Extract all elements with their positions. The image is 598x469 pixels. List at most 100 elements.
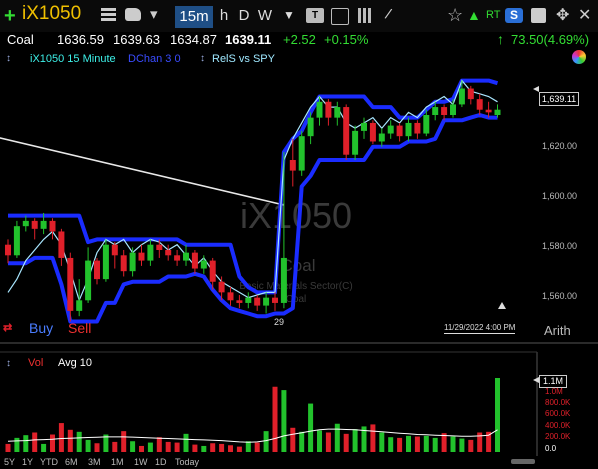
candle-body xyxy=(111,244,118,256)
candle-body xyxy=(485,109,492,113)
volume-bar xyxy=(41,443,47,452)
volume-bar xyxy=(174,442,180,452)
candle-body xyxy=(85,260,92,301)
indicator-icon[interactable] xyxy=(331,8,349,25)
candle-body xyxy=(147,244,154,261)
interval-hourly[interactable]: h xyxy=(219,7,229,24)
price-change-pct: +0.15% xyxy=(324,32,369,47)
study-symbol-interval[interactable]: iX1050 15 Minute xyxy=(30,53,116,65)
volume-bar xyxy=(406,435,411,452)
palette-icon[interactable] xyxy=(572,50,586,64)
timeframe-5y[interactable]: 5Y xyxy=(4,457,16,467)
volume-tick-5: 200.0K xyxy=(545,432,571,441)
candle-body xyxy=(31,220,38,229)
timeframe-1w[interactable]: 1W xyxy=(134,457,148,467)
interval-daily[interactable]: D xyxy=(238,7,250,24)
volume-avg-label[interactable]: Avg 10 xyxy=(58,357,93,369)
volume-bar xyxy=(32,432,38,452)
volume-bar xyxy=(210,443,216,452)
volume-bar xyxy=(432,437,438,452)
study-dchan[interactable]: DChan 3 0 xyxy=(128,53,181,65)
date-label: 29 xyxy=(274,317,285,327)
watermark-group: Coal xyxy=(286,294,307,305)
add-icon[interactable]: + xyxy=(4,5,16,27)
volume-bar xyxy=(76,431,82,452)
move-icon[interactable]: ✥ xyxy=(556,7,570,24)
study-rels[interactable]: RelS vs SPY xyxy=(212,53,275,65)
candle-body xyxy=(94,260,100,280)
timeframe-ytd[interactable]: YTD xyxy=(40,457,58,467)
volume-tick-6: 0.0 xyxy=(545,444,557,453)
volume-bar xyxy=(219,443,225,452)
candle-body xyxy=(102,244,109,280)
text-tool-icon[interactable]: T xyxy=(306,8,324,23)
interval-selector[interactable]: 15m xyxy=(175,6,213,28)
volume-bar xyxy=(388,437,394,452)
interval-dropdown-icon[interactable]: ▼ xyxy=(283,8,295,22)
scroll-up-icon[interactable] xyxy=(498,302,506,309)
sell-button[interactable]: Sell xyxy=(68,320,92,336)
timeframe-today[interactable]: Today xyxy=(175,457,200,467)
channel-lower-line xyxy=(8,113,498,324)
volume-bar xyxy=(254,442,260,452)
study-arrows-icon-2[interactable]: ↕ xyxy=(200,53,205,64)
close-icon[interactable]: ✕ xyxy=(578,7,592,24)
timeframe-1m[interactable]: 1M xyxy=(111,457,124,467)
scroll-right-icon[interactable] xyxy=(511,459,535,464)
timeframe-1y[interactable]: 1Y xyxy=(22,457,34,467)
timeframe-1d[interactable]: 1D xyxy=(155,457,167,467)
volume-bar xyxy=(441,433,447,452)
volume-label[interactable]: Vol xyxy=(28,357,44,369)
scale-toggle[interactable]: Arith xyxy=(544,323,571,338)
chevron-down-icon[interactable]: ▾ xyxy=(150,6,158,23)
open-price: 1636.59 xyxy=(57,32,104,47)
price-tick-1580: 1,580.00 xyxy=(542,241,578,251)
calculator-icon[interactable] xyxy=(358,8,372,23)
current-timestamp: 11/29/2022 4:00 PM xyxy=(444,323,516,334)
volume-bar xyxy=(58,423,64,452)
candle-body xyxy=(378,133,385,142)
candle-body xyxy=(5,244,11,256)
timeframe-3m[interactable]: 3M xyxy=(88,457,101,467)
security-name: Coal xyxy=(7,32,34,47)
volume-bar xyxy=(459,438,465,452)
volume-bar xyxy=(130,441,136,452)
realtime-button[interactable]: RT xyxy=(486,9,501,21)
candle-body xyxy=(200,260,207,269)
volume-bar xyxy=(468,439,474,452)
ticker-symbol[interactable]: iX1050 xyxy=(22,3,82,24)
volume-bar xyxy=(450,436,456,452)
price-plot xyxy=(0,78,501,324)
volume-bar xyxy=(112,441,118,452)
volume-bar xyxy=(236,446,242,452)
candle-body xyxy=(183,252,189,261)
quote-line: Coal 1636.59 1639.63 1634.87 1639.11 +2.… xyxy=(0,31,598,49)
candle-body xyxy=(343,107,350,155)
save-icon[interactable] xyxy=(531,8,546,23)
volume-bar xyxy=(343,433,349,452)
candle-body xyxy=(174,255,181,261)
study-arrows-icon[interactable]: ↕ xyxy=(6,53,11,64)
volume-bar xyxy=(263,431,269,452)
candle-body xyxy=(120,255,127,272)
volume-bar xyxy=(477,432,483,452)
candle-body xyxy=(58,231,65,258)
interval-weekly[interactable]: W xyxy=(257,7,273,24)
volume-bar xyxy=(139,445,144,452)
buy-button[interactable]: Buy xyxy=(29,320,54,336)
alert-icon[interactable]: ▲ xyxy=(467,7,481,23)
list-icon[interactable] xyxy=(101,8,116,22)
trade-icon[interactable]: ⇄ xyxy=(3,322,13,334)
volume-pointer-icon xyxy=(533,377,539,383)
volume-bar xyxy=(14,437,20,452)
hand-icon[interactable] xyxy=(125,8,141,21)
s-button[interactable]: S xyxy=(505,8,523,23)
star-icon[interactable]: ☆ xyxy=(447,5,464,25)
current-volume-label: 1.1M xyxy=(539,375,567,388)
trendline xyxy=(0,137,285,206)
volume-collapse-icon[interactable]: ↕ xyxy=(6,358,11,369)
candle-body xyxy=(307,117,314,137)
volume-bar xyxy=(67,429,73,452)
timeframe-6m[interactable]: 6M xyxy=(65,457,78,467)
